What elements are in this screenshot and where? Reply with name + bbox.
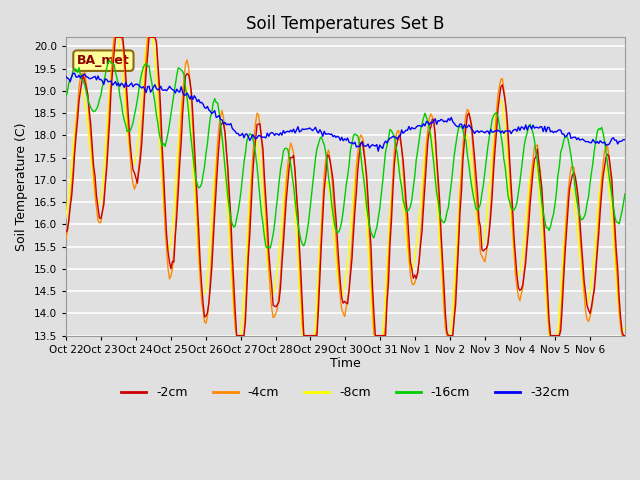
Y-axis label: Soil Temperature (C): Soil Temperature (C) [15,122,28,251]
Title: Soil Temperatures Set B: Soil Temperatures Set B [246,15,445,33]
Legend: -2cm, -4cm, -8cm, -16cm, -32cm: -2cm, -4cm, -8cm, -16cm, -32cm [116,381,575,404]
Text: BA_met: BA_met [77,54,130,67]
X-axis label: Time: Time [330,358,361,371]
